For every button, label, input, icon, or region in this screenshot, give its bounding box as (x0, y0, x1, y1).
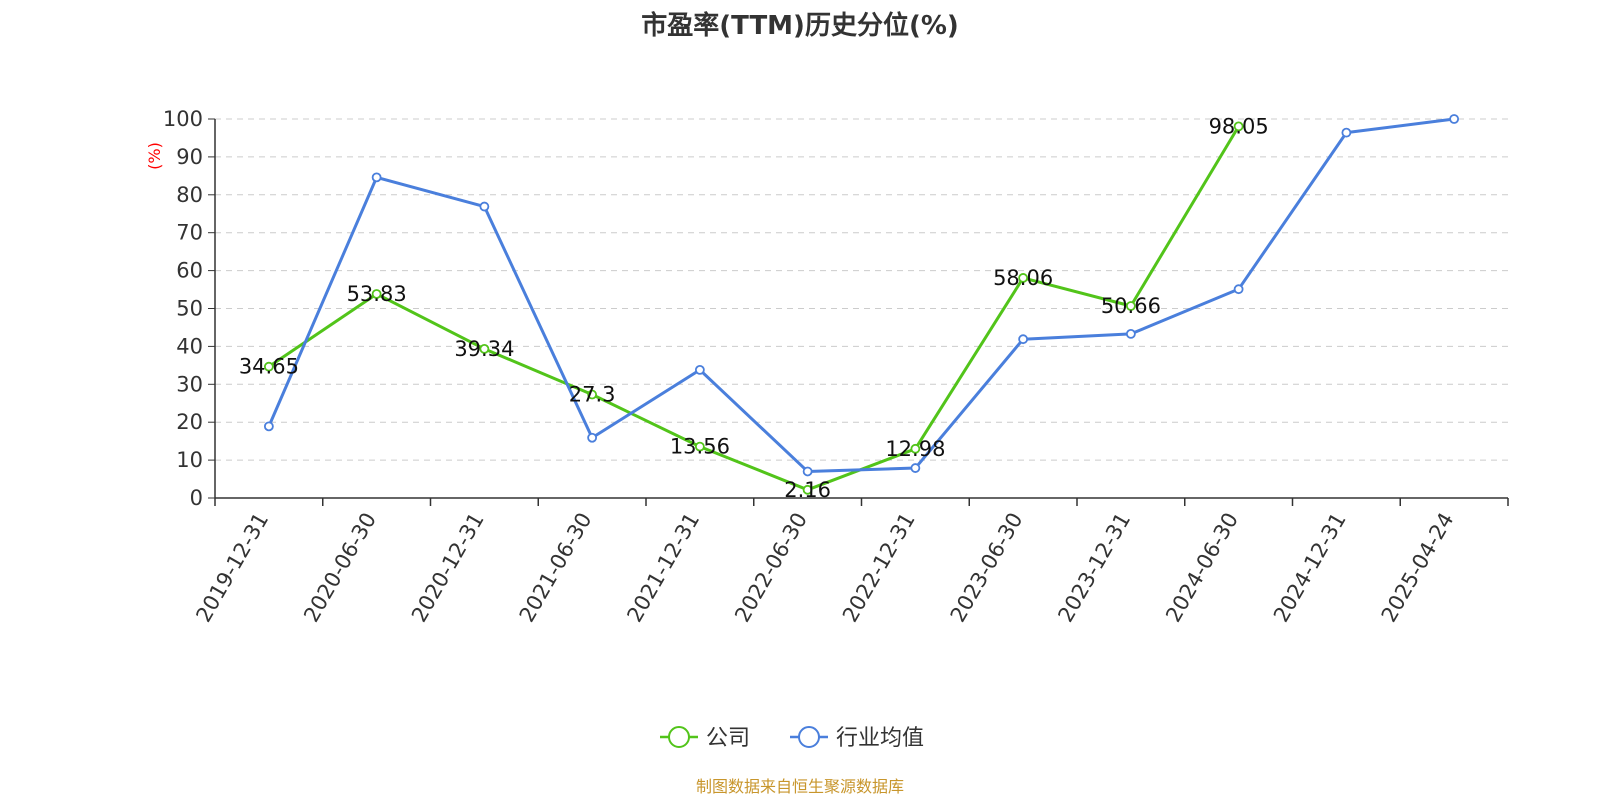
legend-marker (668, 726, 690, 748)
x-tick-label: 2023-06-30 (946, 509, 1028, 627)
source-note: 制图数据来自恒生聚源数据库 (696, 777, 904, 796)
x-tick-label: 2022-06-30 (730, 509, 812, 627)
series-line-1 (267, 117, 1455, 473)
x-tick-label: 2023-12-31 (1053, 509, 1135, 627)
series-layer (263, 114, 1460, 495)
legend-label: 公司 (706, 726, 750, 751)
legend[interactable]: 公司 行业均值 (660, 726, 924, 751)
legend-marker (798, 726, 820, 748)
data-point[interactable] (1233, 284, 1244, 295)
data-label: 39.34 (454, 337, 514, 361)
data-label: 50.66 (1101, 294, 1161, 318)
data-label: 34.65 (239, 355, 299, 379)
legend-item-0[interactable]: 公司 (660, 726, 750, 751)
data-label: 98.05 (1209, 114, 1269, 138)
x-axis: 2019-12-31 2020-06-30 2020-12-31 2021-06-30… (191, 497, 1509, 627)
data-label: 13.56 (670, 435, 730, 459)
y-tick-label: 20 (176, 410, 203, 434)
y-tick-label: 50 (176, 297, 203, 321)
data-point[interactable] (1341, 127, 1352, 138)
data-label: 27.3 (569, 383, 616, 407)
data-point[interactable] (1125, 301, 1136, 311)
x-tick-label: 2024-06-30 (1161, 509, 1243, 627)
x-tick-label: 2021-06-30 (515, 509, 597, 627)
data-point[interactable] (694, 441, 705, 452)
data-point[interactable] (910, 463, 921, 473)
data-point[interactable] (1018, 273, 1029, 283)
y-tick-label: 40 (176, 334, 203, 358)
data-point[interactable] (1233, 121, 1244, 132)
data-point[interactable] (1125, 328, 1136, 339)
x-tick-label: 2021-12-31 (622, 509, 704, 627)
x-tick-label: 2020-12-31 (407, 509, 489, 627)
data-point[interactable] (587, 432, 598, 443)
x-tick-label: 2024-12-31 (1269, 509, 1351, 627)
data-point[interactable] (802, 484, 813, 495)
chart-title: 市盈率(TTM)历史分位(%) (641, 10, 959, 41)
legend-item-1[interactable]: 行业均值 (790, 726, 924, 751)
y-axis: 0 10 20 30 40 50 60 70 80 90 100 (163, 107, 216, 510)
data-point[interactable] (910, 443, 921, 454)
data-labels: 34.65 53.83 39.34 27.3 13.56 2.16 12.98 58.06 50… (239, 114, 1269, 501)
data-label: 12.98 (885, 437, 945, 461)
data-point[interactable] (1449, 114, 1460, 124)
y-tick-label: 90 (176, 145, 203, 169)
x-tick-label: 2020-06-30 (299, 509, 381, 627)
y-tick-label: 60 (176, 259, 203, 283)
data-point[interactable] (1018, 334, 1029, 345)
data-point[interactable] (479, 344, 490, 354)
data-point[interactable] (587, 389, 598, 400)
data-point[interactable] (263, 421, 274, 432)
data-label: 58.06 (993, 266, 1053, 290)
series-line-0 (268, 125, 1240, 492)
data-point[interactable] (371, 289, 382, 299)
grid-lines (215, 118, 1508, 461)
data-point[interactable] (263, 361, 274, 372)
x-tick-label: 2019-12-31 (191, 509, 273, 627)
data-label: 53.83 (347, 282, 407, 306)
x-tick-label: 2022-12-31 (838, 509, 920, 627)
x-tick-label: 2025-04-24 (1377, 509, 1459, 627)
data-point[interactable] (694, 364, 705, 375)
data-point[interactable] (479, 201, 490, 212)
y-tick-label: 80 (176, 183, 203, 207)
data-point[interactable] (371, 172, 382, 183)
y-tick-label: 10 (176, 448, 203, 472)
y-tick-label: 30 (176, 372, 203, 396)
legend-label: 行业均值 (836, 726, 924, 751)
y-tick-label: 100 (163, 107, 203, 131)
y-tick-label: 70 (176, 221, 203, 245)
data-point[interactable] (802, 466, 813, 477)
y-axis-unit-label: (%) (145, 142, 164, 170)
y-tick-label: 0 (190, 486, 203, 510)
data-label: 2.16 (784, 478, 831, 502)
